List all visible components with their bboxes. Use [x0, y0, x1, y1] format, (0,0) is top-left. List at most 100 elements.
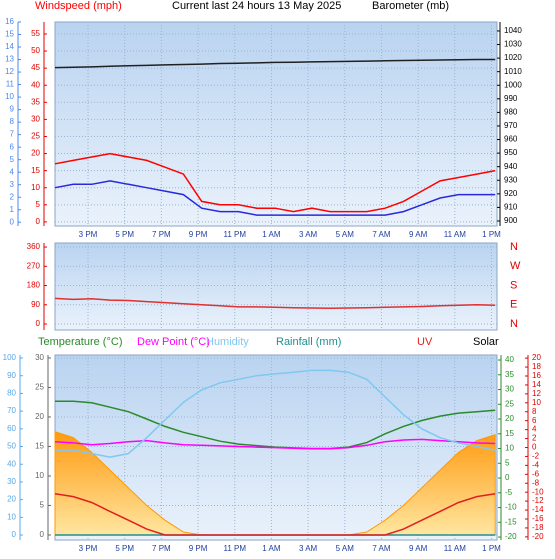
y-tick-label: 25 [35, 383, 44, 392]
y-tick-label: 15 [505, 429, 514, 438]
y-tick-label: 0 [36, 319, 41, 328]
y-tick-label: 5 [505, 458, 510, 467]
y-tick-label: 970 [504, 121, 518, 130]
y-tick-label: 14 [532, 380, 541, 389]
y-tick-label: 910 [504, 203, 518, 212]
y-tick-label: 0 [40, 530, 45, 539]
y-tick-label: -15 [505, 517, 517, 526]
compass-label: N [510, 318, 518, 330]
y-tick-label: 6 [532, 416, 537, 425]
y-tick-label: 10 [7, 512, 16, 521]
y-tick-label: 13 [5, 55, 14, 64]
y-tick-label: 16 [5, 17, 14, 26]
legend-label: Humidity [206, 336, 249, 348]
y-tick-label: 30 [31, 114, 40, 123]
y-tick-label: 40 [31, 80, 40, 89]
chart-title: Current last 24 hours 13 May 2025 [172, 0, 341, 12]
y-tick-label: 60 [7, 424, 16, 433]
y-tick-label: 9 [10, 105, 15, 114]
x-tick-label: 3 PM [79, 230, 98, 239]
compass-label: S [510, 279, 517, 291]
x-tick-label: 11 PM [223, 230, 246, 239]
y-tick-label: 0 [505, 473, 510, 482]
x-tick-label: 7 AM [372, 230, 391, 239]
y-tick-label: 6 [10, 142, 15, 151]
y-tick-label: 35 [505, 370, 514, 379]
compass-label: W [510, 260, 521, 272]
legend-label: UV [417, 336, 433, 348]
x-tick-label: 1 AM [262, 230, 281, 239]
y-tick-label: 900 [504, 216, 518, 225]
y-tick-label: 980 [504, 108, 518, 117]
y-tick-label: 45 [31, 63, 40, 72]
y-tick-label: 40 [505, 355, 514, 364]
legend-label: Dew Point (°C) [137, 336, 210, 348]
y-tick-label: 0 [12, 530, 17, 539]
y-tick-label: 270 [27, 261, 41, 270]
y-tick-label: 1030 [504, 40, 522, 49]
y-tick-label: -18 [532, 523, 544, 532]
line [54, 180, 496, 216]
y-tick-label: 20 [532, 353, 541, 362]
y-tick-label: 3 [10, 180, 15, 189]
y-tick-label: 5 [40, 501, 45, 510]
y-tick-label: -5 [505, 488, 513, 497]
y-tick-label: 30 [7, 477, 16, 486]
x-tick-label: 9 PM [189, 230, 208, 239]
y-tick-label: -8 [532, 478, 540, 487]
y-tick-label: 10 [532, 398, 541, 407]
x-tick-label: 5 AM [336, 544, 355, 553]
y-tick-label: 930 [504, 175, 518, 184]
y-tick-label: 0 [532, 443, 537, 452]
y-tick-label: 0 [10, 217, 15, 226]
y-tick-label: 1000 [504, 80, 522, 89]
y-tick-label: -2 [532, 452, 540, 461]
line [55, 369, 496, 458]
x-tick-label: 9 AM [409, 544, 428, 553]
y-tick-label: -10 [505, 503, 517, 512]
y-tick-label: 1 [10, 205, 15, 214]
y-tick-label: 20 [7, 495, 16, 504]
x-tick-label: 9 PM [189, 544, 208, 553]
y-tick-label: 960 [504, 135, 518, 144]
y-tick-label: 15 [31, 166, 40, 175]
y-tick-label: 25 [31, 132, 40, 141]
y-tick-label: 12 [5, 67, 14, 76]
y-tick-label: 7 [10, 130, 15, 139]
y-tick-label: 10 [35, 471, 44, 480]
y-tick-label: 4 [532, 425, 537, 434]
y-tick-label: -12 [532, 496, 544, 505]
x-tick-label: 5 PM [115, 230, 134, 239]
y-tick-label: 10 [31, 183, 40, 192]
y-tick-label: -14 [532, 505, 544, 514]
y-tick-label: -6 [532, 469, 540, 478]
x-tick-label: 11 AM [444, 544, 466, 553]
x-tick-label: 1 PM [482, 230, 501, 239]
compass-label: N [510, 241, 518, 253]
y-tick-label: 11 [6, 80, 15, 89]
x-tick-label: 9 AM [409, 230, 428, 239]
y-tick-label: 90 [7, 371, 16, 380]
y-tick-label: 25 [505, 399, 514, 408]
x-tick-label: 5 AM [336, 230, 355, 239]
y-tick-label: 50 [31, 46, 40, 55]
x-tick-label: 7 PM [152, 544, 171, 553]
y-tick-label: 990 [504, 94, 518, 103]
x-tick-label: 11 PM [223, 544, 246, 553]
y-tick-label: -20 [532, 532, 544, 541]
legend-label: Windspeed (mph) [35, 0, 122, 12]
y-tick-label: 40 [7, 459, 16, 468]
line [54, 297, 496, 309]
plot-area [54, 242, 498, 331]
legend-label: Barometer (mb) [372, 0, 449, 12]
plot-area [54, 21, 498, 227]
x-tick-label: 5 PM [115, 544, 134, 553]
y-tick-label: 14 [5, 42, 14, 51]
x-tick-label: 3 AM [299, 544, 318, 553]
x-tick-label: 3 AM [299, 230, 318, 239]
legend-label: Solar [473, 336, 499, 348]
x-tick-label: 11 AM [444, 230, 466, 239]
x-tick-label: 1 PM [482, 544, 501, 553]
y-tick-label: 1040 [504, 26, 522, 35]
